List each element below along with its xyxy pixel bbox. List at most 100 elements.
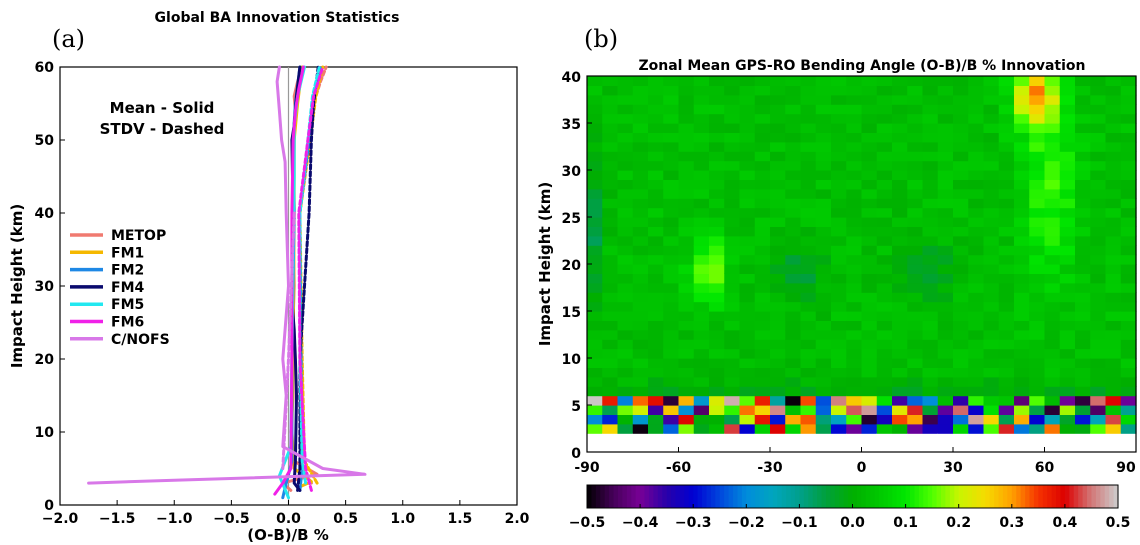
heatmap-cell	[999, 405, 1015, 415]
heatmap-cell	[968, 255, 984, 265]
heatmap-cell	[1014, 339, 1030, 349]
heatmap-cell	[740, 236, 756, 246]
heatmap-cell	[923, 424, 939, 434]
heatmap-cell	[968, 142, 984, 152]
heatmap-cell	[724, 264, 740, 274]
heatmap-cell	[663, 255, 679, 265]
heatmap-cell	[877, 377, 893, 387]
heatmap-cell	[862, 292, 878, 302]
heatmap-cell	[1060, 283, 1076, 293]
heatmap-cell	[1106, 339, 1122, 349]
y-tick-label: 40	[562, 70, 582, 86]
heatmap-cell	[709, 104, 725, 114]
heatmap-cell	[999, 170, 1015, 180]
heatmap-cell	[1014, 396, 1030, 406]
heatmap-cell	[923, 104, 939, 114]
heatmap-cell	[877, 339, 893, 349]
heatmap-cell	[846, 114, 862, 124]
heatmap-cell	[816, 433, 832, 443]
heatmap-cell	[724, 330, 740, 340]
heatmap-cell	[755, 245, 771, 255]
heatmap-cell	[907, 123, 923, 133]
heatmap-cell	[953, 264, 969, 274]
heatmap-cell	[938, 179, 954, 189]
heatmap-cell	[663, 132, 679, 142]
legend-entry-label: FM2	[111, 263, 144, 279]
heatmap-cell	[1090, 433, 1106, 443]
heatmap-cell	[831, 114, 847, 124]
colorbar-segment	[618, 485, 623, 508]
heatmap-cell	[587, 433, 603, 443]
heatmap-cell	[801, 424, 817, 434]
heatmap-cell	[938, 208, 954, 218]
heatmap-cell	[1106, 349, 1122, 359]
heatmap-cell	[1075, 292, 1091, 302]
heatmap-cell	[709, 245, 725, 255]
heatmap-cell	[907, 320, 923, 330]
heatmap-cell	[602, 386, 618, 396]
heatmap-cell	[984, 208, 1000, 218]
heatmap-cell	[770, 339, 786, 349]
heatmap-cell	[1075, 217, 1091, 227]
heatmap-cell	[1106, 367, 1122, 377]
colorbar-segment	[1003, 485, 1008, 508]
heatmap-cell	[785, 104, 801, 114]
heatmap-cell	[968, 114, 984, 124]
heatmap-cell	[1106, 245, 1122, 255]
heatmap-cell	[694, 226, 710, 236]
heatmap-cell	[587, 217, 603, 227]
colorbar-segment	[751, 485, 756, 508]
heatmap-cell	[724, 273, 740, 283]
heatmap-cell	[938, 405, 954, 415]
heatmap-cell	[831, 226, 847, 236]
heatmap-cell	[785, 283, 801, 293]
heatmap-cell	[740, 405, 756, 415]
colorbar-segment	[702, 485, 707, 508]
heatmap-cell	[1106, 179, 1122, 189]
heatmap-cell	[602, 151, 618, 161]
heatmap-cell	[984, 386, 1000, 396]
heatmap-cell	[984, 377, 1000, 387]
heatmap-cell	[923, 433, 939, 443]
heatmap-cell	[663, 85, 679, 95]
heatmap-cell	[740, 161, 756, 171]
heatmap-cell	[1106, 386, 1122, 396]
heatmap-cell	[694, 161, 710, 171]
heatmap-cell	[1075, 95, 1091, 105]
heatmap-cell	[923, 405, 939, 415]
heatmap-cell	[740, 245, 756, 255]
colorbar-segment	[1074, 485, 1079, 508]
heatmap-cell	[740, 226, 756, 236]
heatmap-cell	[953, 189, 969, 199]
heatmap-cell	[770, 217, 786, 227]
heatmap-cell	[846, 443, 862, 453]
heatmap-cell	[663, 443, 679, 453]
heatmap-cell	[709, 349, 725, 359]
heatmap-cell	[953, 95, 969, 105]
heatmap-cell	[1060, 443, 1076, 453]
heatmap-cell	[923, 189, 939, 199]
heatmap-cell	[679, 283, 695, 293]
heatmap-cell	[633, 433, 649, 443]
heatmap-cell	[877, 358, 893, 368]
heatmap-cell	[633, 311, 649, 321]
heatmap-cell	[1075, 255, 1091, 265]
heatmap-cell	[938, 358, 954, 368]
heatmap-cell	[862, 236, 878, 246]
heatmap-cell	[755, 396, 771, 406]
heatmap-cell	[602, 367, 618, 377]
heatmap-cell	[679, 226, 695, 236]
heatmap-cell	[709, 114, 725, 124]
heatmap-cell	[755, 405, 771, 415]
colorbar-segment	[649, 485, 654, 508]
heatmap-cell	[831, 208, 847, 218]
heatmap-cell	[801, 255, 817, 265]
colorbar-segment	[1012, 485, 1017, 508]
heatmap-cell	[816, 283, 832, 293]
colorbar-segment	[667, 485, 672, 508]
colorbar-segment	[914, 485, 919, 508]
heatmap-cell	[1029, 302, 1045, 312]
heatmap-cell	[923, 330, 939, 340]
colorbar-tick-label: −0.1	[781, 515, 818, 531]
heatmap-cell	[1029, 339, 1045, 349]
